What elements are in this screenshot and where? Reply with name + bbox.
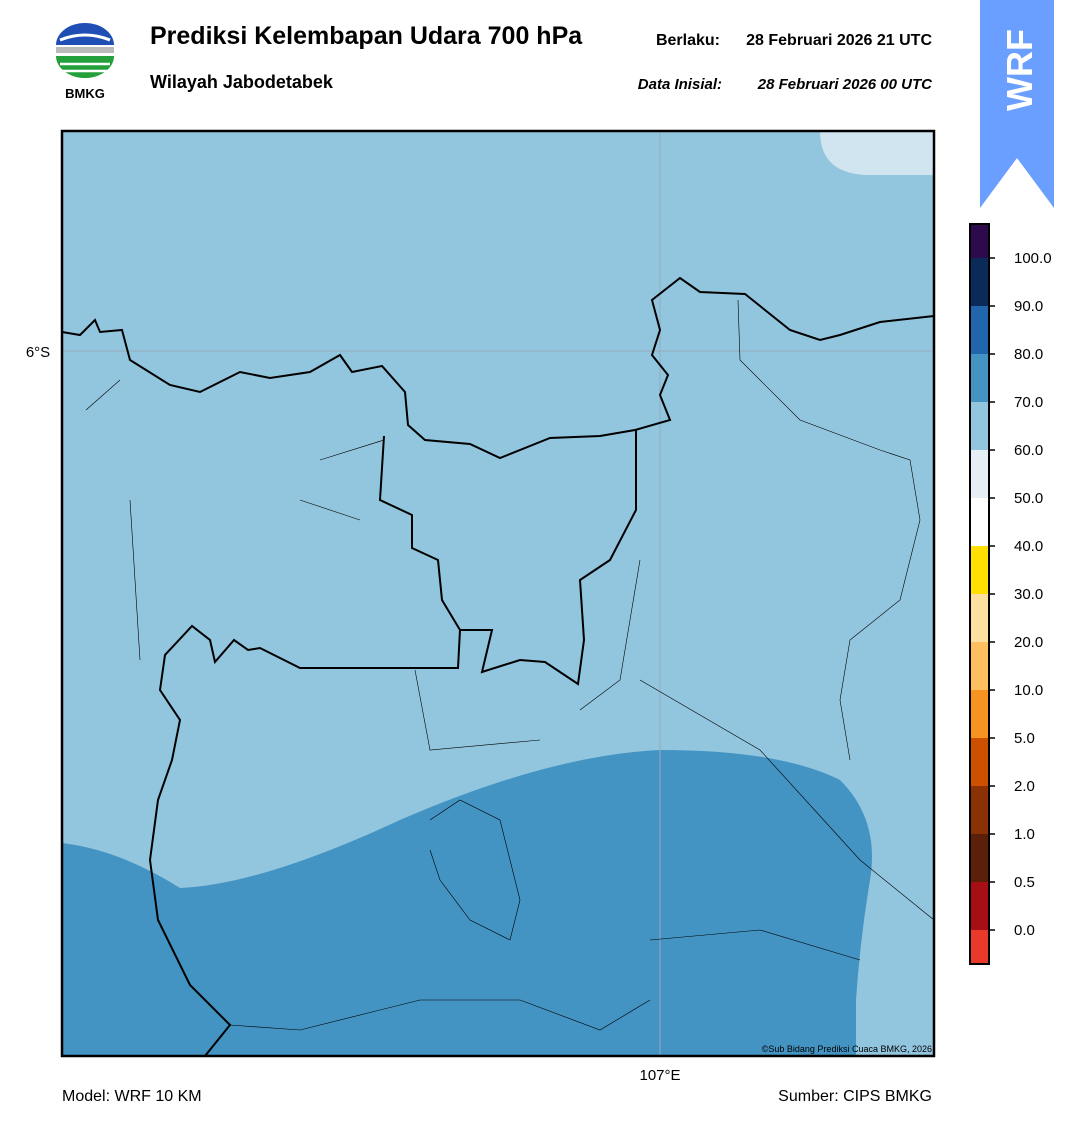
colorbar-label: 60.0 [1014, 442, 1043, 459]
title: Prediksi Kelembapan Udara 700 hPa [150, 22, 583, 50]
colorbar-label: 30.0 [1014, 586, 1043, 603]
colorbar-label: 0.0 [1014, 922, 1035, 939]
model: Model: WRF 10 KM [62, 1088, 202, 1105]
colorbar-label: 2.0 [1014, 778, 1035, 795]
subtitle: Wilayah Jabodetabek [150, 72, 334, 92]
wrf-badge [980, 0, 1054, 208]
logo-text: BMKG [65, 86, 105, 101]
colorbar-segment [970, 546, 989, 594]
colorbar-label: 0.5 [1014, 874, 1035, 891]
colorbar-segment [970, 738, 989, 786]
colorbar-label: 1.0 [1014, 826, 1035, 843]
init-time: 28 Februari 2026 00 UTC [757, 76, 933, 93]
colorbar-label: 50.0 [1014, 490, 1043, 507]
colorbar-segment [970, 834, 989, 882]
badge-text: WRF [999, 29, 1040, 111]
colorbar-segment [970, 224, 989, 258]
init-label: Data Inisial: [638, 76, 722, 93]
colorbar-segment [970, 498, 989, 546]
colorbar-segment [970, 786, 989, 834]
colorbar-segment [970, 354, 989, 402]
colorbar-segment [970, 642, 989, 690]
colorbar-segment [970, 402, 989, 450]
colorbar-label: 100.0 [1014, 250, 1052, 267]
valid-time: 28 Februari 2026 21 UTC [746, 32, 932, 49]
bmkg-logo: BMKG [56, 23, 114, 101]
colorbar-label: 70.0 [1014, 394, 1043, 411]
valid-label: Berlaku: [656, 32, 720, 49]
colorbar-segment [970, 450, 989, 498]
colorbar-label: 20.0 [1014, 634, 1043, 651]
colorbar-segment [970, 690, 989, 738]
source: Sumber: CIPS BMKG [778, 1088, 932, 1105]
colorbar-label: 90.0 [1014, 298, 1043, 315]
colorbar-label: 40.0 [1014, 538, 1043, 555]
colorbar-label: 10.0 [1014, 682, 1043, 699]
colorbar-segment [970, 882, 989, 930]
colorbar-label: 80.0 [1014, 346, 1043, 363]
colorbar-segment [970, 594, 989, 642]
colorbar-segment [970, 930, 989, 964]
colorbar: 0.0 0.5 1.0 2.0 5.0 10.0 20.0 30.0 40.0 50.0 60.0 7… [969, 223, 1052, 965]
credit: ©Sub Bidang Prediksi Cuaca BMKG, 2026 [762, 1044, 932, 1054]
colorbar-label: 5.0 [1014, 730, 1035, 747]
lat-label: 6°S [26, 344, 50, 361]
colorbar-segment [970, 258, 989, 306]
lon-label: 107°E [639, 1067, 680, 1084]
colorbar-segment [970, 306, 989, 354]
map [60, 129, 936, 1058]
